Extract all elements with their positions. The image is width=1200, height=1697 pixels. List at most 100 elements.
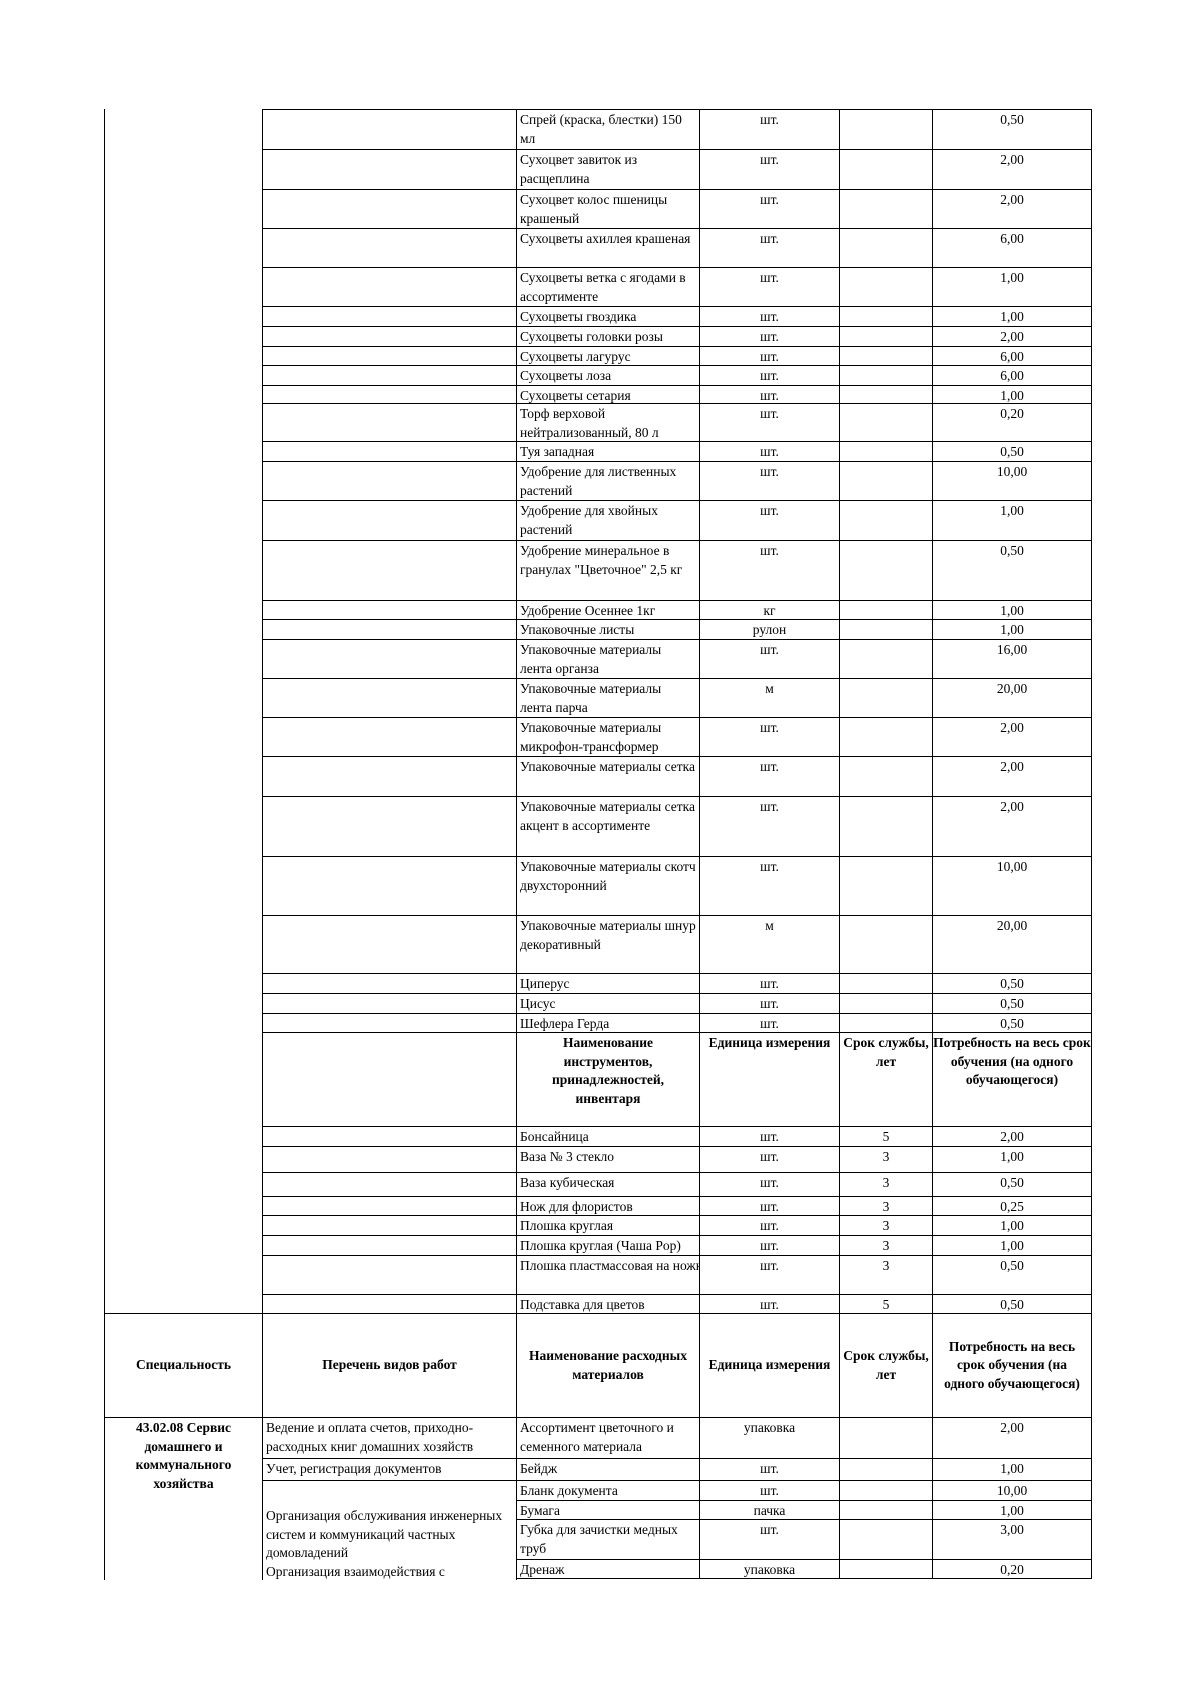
material-name: Упаковочные материалы скотч двухсторонни… bbox=[516, 856, 700, 916]
material-unit: м bbox=[699, 915, 840, 974]
material-name: Сухоцвет колос пшеницы крашеный bbox=[516, 189, 700, 229]
material-name: Спрей (краска, блестки) 150 мл bbox=[516, 109, 700, 150]
work-cell-empty bbox=[262, 1294, 517, 1314]
consumable-service-life bbox=[839, 1458, 933, 1481]
tool-name: Плошка круглая (Чаша Pop) bbox=[516, 1235, 700, 1256]
work-cell-empty bbox=[262, 1235, 517, 1256]
material-quantity: 1,00 bbox=[932, 500, 1092, 541]
material-service-life bbox=[839, 306, 933, 327]
material-name: Сухоцветы лагурус bbox=[516, 346, 700, 366]
material-service-life bbox=[839, 189, 933, 229]
consumable-unit: шт. bbox=[699, 1458, 840, 1481]
material-service-life bbox=[839, 365, 933, 386]
material-service-life bbox=[839, 756, 933, 797]
material-quantity: 2,00 bbox=[932, 189, 1092, 229]
material-unit: шт. bbox=[699, 346, 840, 366]
work-cell-empty bbox=[262, 1196, 517, 1216]
tool-name: Плошка круглая bbox=[516, 1215, 700, 1236]
tool-quantity: 1,00 bbox=[932, 1235, 1092, 1256]
work-cell-empty bbox=[262, 1013, 517, 1033]
material-service-life bbox=[839, 346, 933, 366]
section2-header-life: Срок службы, лет bbox=[839, 1313, 933, 1418]
work-item: Организация взаимодействия с bbox=[266, 1563, 445, 1579]
material-name: Удобрение минеральное в гранулах "Цветоч… bbox=[516, 540, 700, 601]
tool-quantity: 0,50 bbox=[932, 1294, 1092, 1314]
tool-service-life: 3 bbox=[839, 1196, 933, 1216]
material-unit: шт. bbox=[699, 326, 840, 347]
material-service-life bbox=[839, 385, 933, 404]
tool-quantity: 0,50 bbox=[932, 1172, 1092, 1197]
material-service-life bbox=[839, 461, 933, 501]
material-name: Упаковочные материалы микрофон-трансформ… bbox=[516, 717, 700, 757]
consumable-quantity: 10,00 bbox=[932, 1480, 1092, 1501]
material-quantity: 2,00 bbox=[932, 326, 1092, 347]
work-cell-empty bbox=[262, 639, 517, 679]
section2-header-qty: Потребность на весь срок обучения (на од… bbox=[932, 1313, 1092, 1418]
work-item-group: Организация обслуживания инженерных сист… bbox=[262, 1480, 517, 1601]
material-service-life bbox=[839, 973, 933, 994]
material-service-life bbox=[839, 540, 933, 601]
tool-quantity: 0,50 bbox=[932, 1255, 1092, 1295]
material-service-life bbox=[839, 856, 933, 916]
material-unit: шт. bbox=[699, 365, 840, 386]
consumable-name: Губка для зачистки медных труб bbox=[516, 1519, 700, 1560]
material-quantity: 1,00 bbox=[932, 600, 1092, 620]
work-cell-empty bbox=[262, 441, 517, 462]
material-name: Сухоцветы лоза bbox=[516, 365, 700, 386]
material-service-life bbox=[839, 500, 933, 541]
material-unit: шт. bbox=[699, 306, 840, 327]
consumable-service-life bbox=[839, 1417, 933, 1459]
tool-service-life: 5 bbox=[839, 1294, 933, 1314]
work-cell-empty bbox=[262, 228, 517, 268]
material-unit: шт. bbox=[699, 717, 840, 757]
work-cell-empty bbox=[262, 756, 517, 797]
tool-service-life: 3 bbox=[839, 1235, 933, 1256]
material-quantity: 1,00 bbox=[932, 619, 1092, 640]
tool-unit: шт. bbox=[699, 1126, 840, 1147]
material-unit: шт. bbox=[699, 993, 840, 1014]
material-quantity: 0,50 bbox=[932, 540, 1092, 601]
work-cell-empty bbox=[262, 717, 517, 757]
work-cell-empty bbox=[262, 540, 517, 601]
tool-unit: шт. bbox=[699, 1196, 840, 1216]
work-cell-empty bbox=[262, 619, 517, 640]
work-cell-empty bbox=[262, 915, 517, 974]
material-unit: шт. bbox=[699, 639, 840, 679]
tool-unit: шт. bbox=[699, 1215, 840, 1236]
work-cell-empty bbox=[262, 306, 517, 327]
work-cell-empty bbox=[262, 267, 517, 307]
material-quantity: 2,00 bbox=[932, 796, 1092, 857]
material-unit: шт. bbox=[699, 973, 840, 994]
table-left-border bbox=[104, 109, 105, 1313]
consumable-unit: упаковка bbox=[699, 1559, 840, 1579]
consumable-service-life bbox=[839, 1500, 933, 1520]
material-name: Цисус bbox=[516, 993, 700, 1014]
section2-header-specialty: Специальность bbox=[104, 1313, 263, 1418]
tool-name: Ваза кубическая bbox=[516, 1172, 700, 1197]
material-name: Сухоцветы головки розы bbox=[516, 326, 700, 347]
work-cell-empty bbox=[262, 678, 517, 718]
material-name: Сухоцветы ахиллея крашеная bbox=[516, 228, 700, 268]
material-quantity: 6,00 bbox=[932, 228, 1092, 268]
material-unit: шт. bbox=[699, 796, 840, 857]
material-unit: шт. bbox=[699, 385, 840, 404]
tool-service-life: 3 bbox=[839, 1172, 933, 1197]
material-unit: рулон bbox=[699, 619, 840, 640]
work-cell-empty bbox=[262, 149, 517, 190]
material-service-life bbox=[839, 1013, 933, 1033]
material-unit: шт. bbox=[699, 441, 840, 462]
work-cell-empty bbox=[262, 1172, 517, 1197]
material-service-life bbox=[839, 267, 933, 307]
work-cell-empty bbox=[262, 973, 517, 994]
consumable-service-life bbox=[839, 1559, 933, 1579]
consumable-quantity: 0,20 bbox=[932, 1559, 1092, 1579]
work-cell-empty bbox=[262, 403, 517, 442]
material-name: Сухоцветы ветка с ягодами в ассортименте bbox=[516, 267, 700, 307]
material-unit: шт. bbox=[699, 500, 840, 541]
material-quantity: 20,00 bbox=[932, 678, 1092, 718]
consumable-name: Дренаж bbox=[516, 1559, 700, 1579]
material-service-life bbox=[839, 326, 933, 347]
material-name: Удобрение для лиственных растений bbox=[516, 461, 700, 501]
work-item: Организация обслуживания инженерных сист… bbox=[266, 1508, 503, 1560]
